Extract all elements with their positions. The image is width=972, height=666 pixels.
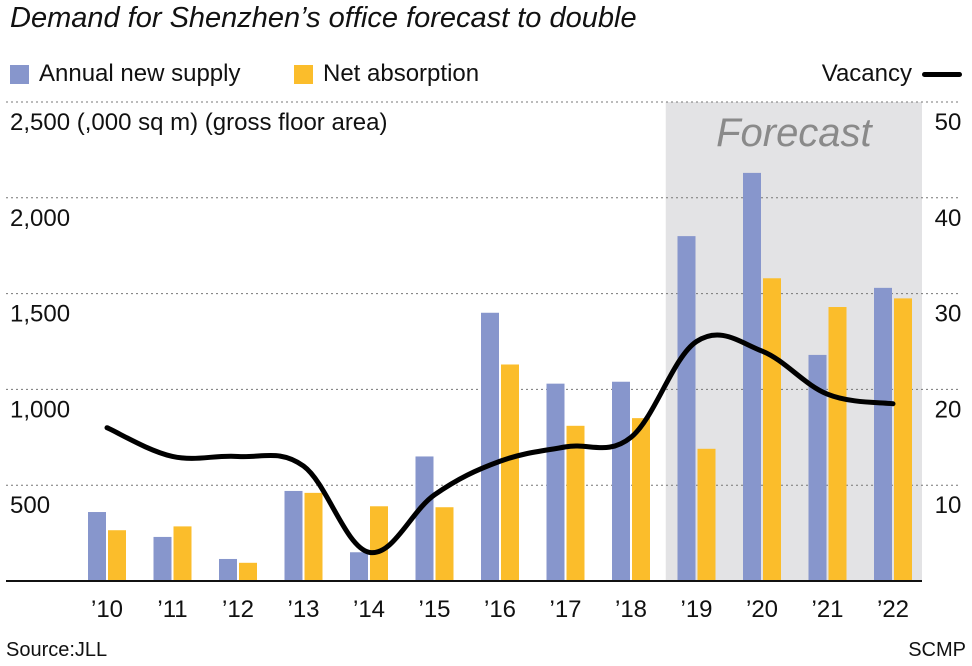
x-tick-label: ’11 xyxy=(157,596,187,623)
y-tick-label: 1,500 xyxy=(10,301,70,328)
bar-supply xyxy=(219,558,237,581)
bar-supply xyxy=(808,354,827,581)
bar-absorption xyxy=(697,448,716,581)
bar-supply xyxy=(153,536,172,581)
y2-tick-label: 30 xyxy=(935,301,962,328)
bar-absorption xyxy=(108,530,126,581)
bar-absorption xyxy=(501,364,519,581)
bar-absorption xyxy=(435,507,454,581)
y-tick-label: 1,000 xyxy=(10,396,70,423)
bar-absorption xyxy=(894,298,912,581)
bar-absorption xyxy=(173,526,192,581)
forecast-label: Forecast xyxy=(716,111,873,155)
x-tick-label: ’19 xyxy=(680,596,712,623)
y2-tick-label: 20 xyxy=(935,396,962,423)
bar-supply xyxy=(874,287,892,581)
right-axis: 10 20 30 40 50 xyxy=(935,109,962,519)
y2-tick-label: 10 xyxy=(935,492,962,519)
bar-supply xyxy=(284,490,303,581)
bar-supply xyxy=(612,381,630,581)
x-tick-label: ’22 xyxy=(877,596,909,623)
x-tick-label: ’14 xyxy=(353,596,385,623)
legend-absorption: Net absorption xyxy=(294,60,479,88)
bars xyxy=(88,172,912,581)
bar-absorption xyxy=(239,562,257,581)
bar-supply xyxy=(415,456,434,581)
x-tick-label: ’20 xyxy=(746,596,778,623)
bar-supply xyxy=(677,236,696,581)
bar-supply xyxy=(350,552,368,581)
legend-vacancy-label: Vacancy xyxy=(821,60,912,87)
y-tick-label: 500 xyxy=(10,492,50,519)
bar-absorption xyxy=(828,307,847,581)
supply-swatch xyxy=(10,64,29,84)
chart-title: Demand for Shenzhen’s office forecast to… xyxy=(10,2,637,34)
bar-absorption xyxy=(304,492,323,581)
y2-tick-label: 40 xyxy=(935,205,962,232)
y-axis-label: 2,500 (,000 sq m) (gross floor area) xyxy=(10,109,388,136)
x-tick-label: ’13 xyxy=(287,596,319,623)
gridlines xyxy=(6,101,960,486)
legend-supply: Annual new supply xyxy=(10,60,240,88)
absorption-swatch xyxy=(294,64,313,84)
y2-tick-label: 50 xyxy=(935,109,962,136)
x-tick-label: ’21 xyxy=(811,596,843,623)
legend-absorption-label: Net absorption xyxy=(323,60,480,87)
x-tick-label: ’10 xyxy=(91,596,123,623)
chart-area: Forecast 500 1,000 1,500 2,000 2,500 (,000 s… xyxy=(6,101,962,623)
source-note: Source:JLL xyxy=(6,639,108,661)
bar-supply xyxy=(743,172,761,581)
bar-absorption xyxy=(370,506,388,581)
legend-supply-label: Annual new supply xyxy=(39,60,241,87)
bar-supply xyxy=(88,512,106,581)
bar-absorption xyxy=(763,278,781,581)
bar-absorption xyxy=(566,425,585,581)
x-tick-label: ’16 xyxy=(484,596,516,623)
bar-supply xyxy=(481,312,499,581)
left-axis: 500 1,000 1,500 2,000 2,500 (,000 sq m) (gro… xyxy=(10,109,388,519)
credit-note: SCMP xyxy=(908,639,966,661)
bar-supply xyxy=(546,383,565,581)
y-tick-label: 2,000 xyxy=(10,205,70,232)
x-tick-label: ’17 xyxy=(549,596,581,623)
x-axis: ’10 ’11 ’12 ’13 ’14 ’15 ’16 ’17 ’18 ’19 ’20 ’21 ’22 xyxy=(91,596,909,623)
vacancy-line xyxy=(104,332,896,555)
vacancy-swatch xyxy=(922,71,962,77)
x-tick-label: ’15 xyxy=(418,596,450,623)
bar-absorption xyxy=(632,418,650,581)
x-tick-label: ’18 xyxy=(615,596,647,623)
x-tick-label: ’12 xyxy=(222,596,254,623)
legend-vacancy: Vacancy xyxy=(822,60,962,88)
